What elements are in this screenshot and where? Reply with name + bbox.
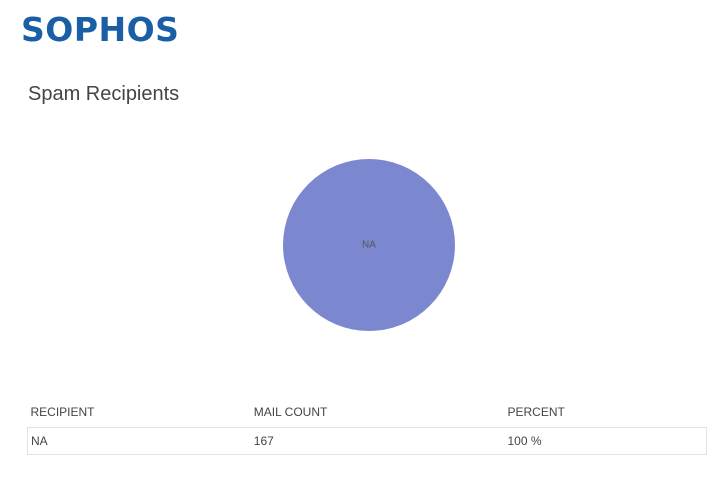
chart-title: Spam Recipients (28, 83, 180, 105)
table-cell: 167 (250, 427, 505, 455)
table-body: NA 167 100 % (26, 427, 708, 455)
column-header: PERCENT (507, 405, 565, 419)
table-cell: 100 % (504, 427, 708, 455)
data-table: RECIPIENT MAIL COUNT PERCENT NA 167 100 % (26, 400, 708, 455)
column-header: RECIPIENT (30, 405, 95, 419)
logo: SOPHOS (21, 10, 180, 49)
table-row: NA 167 100 % (26, 427, 708, 455)
pie-slice (283, 159, 455, 331)
slice-label: NA (362, 240, 376, 251)
header-row: RECIPIENT MAIL COUNT PERCENT (28, 400, 707, 428)
table-cell: NA (26, 427, 251, 455)
column-header: MAIL COUNT (253, 405, 328, 419)
